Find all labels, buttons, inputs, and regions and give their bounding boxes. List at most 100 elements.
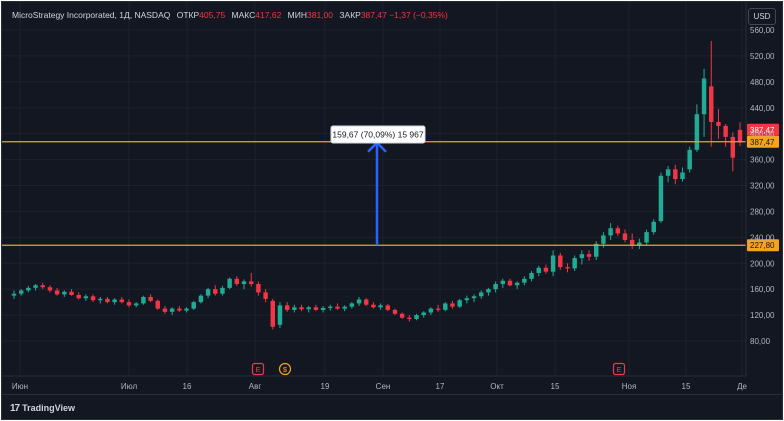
candle-body: [133, 303, 139, 306]
candle: [543, 264, 549, 274]
candle-body: [723, 125, 728, 137]
candle-body: [356, 299, 362, 304]
measure-label: 159,67 (70,09%) 15 967: [332, 130, 423, 140]
candle: [234, 276, 240, 286]
candle-body: [248, 281, 254, 284]
candle: [198, 294, 204, 304]
candle: [148, 294, 153, 303]
event-marker-label: E: [616, 365, 621, 374]
level-price-tag: [747, 135, 779, 148]
candle: [529, 271, 534, 282]
currency-button[interactable]: USD: [748, 8, 776, 25]
candle-body: [694, 114, 700, 150]
candle: [133, 302, 139, 308]
candle: [629, 233, 635, 249]
candle: [76, 292, 81, 300]
candle: [651, 219, 656, 235]
candle: [256, 281, 261, 296]
candle-body: [155, 300, 160, 309]
candle-body: [399, 313, 405, 318]
candle-body: [90, 296, 96, 301]
candle-body: [363, 299, 369, 305]
symbol-name: MicroStrategy Incorporated, 1Д, NASDAQ: [12, 10, 171, 20]
candle: [356, 296, 362, 307]
candle-body: [644, 232, 649, 243]
candle: [414, 313, 419, 321]
candle-body: [191, 302, 196, 309]
candle-body: [572, 258, 577, 269]
last-price-tag: [747, 123, 779, 136]
candle-body: [328, 306, 333, 308]
candle-body: [292, 307, 297, 310]
candle-body: [673, 169, 678, 180]
candle-body: [622, 233, 628, 240]
price-tick-label: 440,00: [750, 104, 775, 113]
time-tick-label: 15: [551, 382, 560, 391]
candle: [572, 255, 577, 272]
candle: [277, 302, 283, 329]
price-chart[interactable]: 387,47 227,80 387,47 159,67 (70,09%) 15 96…: [2, 2, 782, 394]
price-axis[interactable]: 80,00 120,00 160,00 200,00 240,00 280,00 320,0…: [745, 2, 775, 376]
price-tick-label: 240,00: [750, 233, 775, 242]
candle: [126, 299, 132, 308]
close-label: ЗАКР: [339, 10, 361, 20]
candle: [478, 290, 484, 299]
candle-body: [177, 308, 182, 311]
candle: [536, 265, 541, 277]
candle-body: [184, 308, 189, 311]
candle-body: [112, 299, 117, 303]
candle: [54, 287, 60, 296]
high-value: 417,62: [255, 10, 282, 20]
measure-label-box: [330, 125, 426, 144]
candle-body: [299, 307, 304, 310]
candle-body: [457, 300, 462, 307]
candle: [392, 308, 398, 316]
candle: [507, 278, 513, 287]
candle-body: [529, 272, 534, 279]
price-tick-label: 120,00: [750, 311, 775, 320]
candle: [191, 300, 196, 310]
candle-body: [594, 243, 599, 257]
price-tick-label: 160,00: [750, 285, 775, 294]
candle: [594, 241, 599, 261]
candle: [709, 41, 714, 147]
candle: [62, 290, 67, 297]
candle: [565, 263, 570, 273]
candle: [155, 299, 160, 310]
time-tick-label: Де: [737, 382, 747, 391]
candle: [83, 294, 89, 301]
time-tick-label: Окт: [490, 382, 504, 391]
candle-body: [414, 315, 419, 319]
candle-body: [241, 281, 247, 284]
time-tick-label: 19: [321, 382, 330, 391]
earnings-icon[interactable]: E: [251, 362, 265, 376]
low-value: 381,00: [307, 10, 334, 20]
candle-body: [98, 298, 103, 301]
candle: [11, 290, 17, 299]
time-tick-label: Авг: [249, 382, 262, 391]
candle: [637, 238, 642, 249]
candle-body: [680, 172, 685, 180]
measure-tool[interactable]: 159,67 (70,09%) 15 967: [330, 125, 426, 246]
candle-body: [586, 254, 592, 257]
time-axis[interactable]: Июн Июл 16 Авг 19 Сен 17 Окт 15 Ноя 15 Де: [2, 375, 747, 391]
grid-lines: [2, 2, 746, 376]
dividend-icon[interactable]: $: [278, 362, 292, 376]
candle: [730, 132, 736, 172]
time-tick-label: 16: [183, 382, 192, 391]
price-tick-label: 520,00: [750, 52, 775, 61]
candle: [450, 300, 455, 309]
candle-body: [263, 292, 268, 299]
candle-body: [601, 235, 606, 244]
tradingview-logo[interactable]: 17 TradingView: [10, 403, 75, 414]
earnings-icon[interactable]: E: [612, 362, 626, 376]
candle-body: [629, 239, 635, 246]
candle-body: [464, 298, 470, 301]
candle-body: [579, 254, 585, 259]
candle: [443, 302, 448, 312]
candle: [220, 285, 225, 296]
candle: [428, 307, 434, 316]
candle: [26, 285, 31, 293]
candle: [622, 229, 628, 243]
